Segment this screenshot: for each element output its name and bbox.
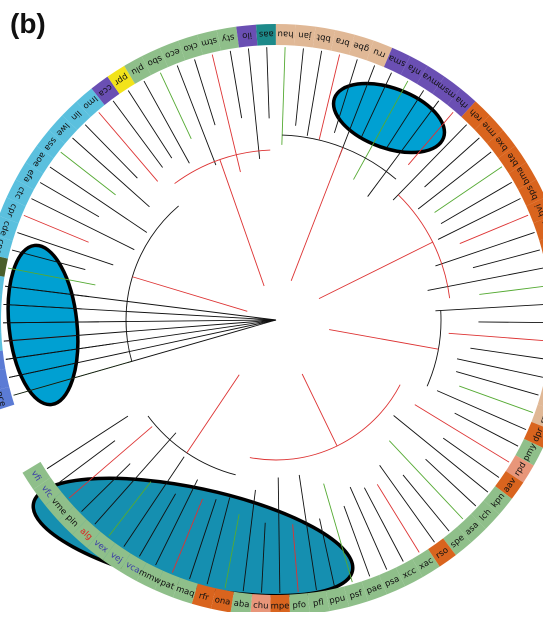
branch-tip bbox=[435, 167, 502, 213]
branch-tip bbox=[437, 391, 526, 430]
branch-tip bbox=[428, 268, 543, 291]
branch-tip bbox=[426, 459, 476, 506]
branch-tip bbox=[160, 73, 191, 139]
branch-tip bbox=[31, 199, 134, 250]
clade-stem bbox=[132, 277, 247, 312]
branch-tip bbox=[350, 487, 387, 569]
branch-tip bbox=[457, 359, 543, 377]
branch-tip bbox=[415, 405, 509, 462]
branch-tip bbox=[455, 413, 518, 446]
highlight-left bbox=[1, 242, 85, 408]
panel-label: (b) bbox=[10, 8, 46, 40]
leaf-label: aas bbox=[258, 28, 274, 39]
branch-tip bbox=[377, 484, 419, 552]
leaf-label: pfo bbox=[292, 600, 306, 611]
ring-segment bbox=[0, 313, 1, 333]
branch-tip bbox=[230, 51, 241, 118]
branch-tip bbox=[40, 182, 99, 216]
branch-tip bbox=[267, 47, 269, 118]
branch-tip bbox=[50, 167, 147, 233]
branch-tip bbox=[364, 488, 403, 562]
leaf-label: mpe bbox=[271, 601, 290, 611]
leaf-label: aba bbox=[233, 599, 250, 611]
branch-tip bbox=[441, 182, 512, 223]
branch-tip bbox=[473, 250, 540, 268]
clade-stem bbox=[302, 374, 337, 446]
clade-stem bbox=[220, 160, 264, 286]
clade-stem bbox=[319, 242, 433, 299]
ring-segment bbox=[0, 273, 4, 295]
branch-tip bbox=[478, 322, 543, 323]
branch-tip bbox=[403, 475, 449, 531]
branch-tip bbox=[282, 47, 285, 145]
branch-tip bbox=[85, 125, 137, 178]
branch-tip bbox=[248, 48, 259, 159]
branch-tip bbox=[307, 51, 321, 136]
ring-segment bbox=[0, 293, 2, 313]
branch-tip bbox=[479, 286, 543, 294]
clade-stem bbox=[291, 147, 343, 280]
leaf-label: hau bbox=[277, 28, 293, 39]
branch-tip bbox=[296, 48, 304, 125]
clade-stem bbox=[329, 330, 438, 350]
branch-tip bbox=[470, 348, 543, 359]
ring-segment bbox=[0, 332, 3, 353]
clade-arc bbox=[250, 385, 400, 460]
leaf-label: ilo bbox=[242, 29, 253, 40]
branch-tip bbox=[195, 59, 216, 125]
branch-tip bbox=[456, 372, 538, 396]
branch-tip bbox=[435, 304, 543, 311]
branch-tip bbox=[460, 215, 528, 243]
branch-tip bbox=[128, 90, 172, 158]
branch-tip bbox=[449, 333, 543, 341]
clade-stem bbox=[187, 375, 239, 453]
branch-tip bbox=[177, 65, 216, 165]
branch-tip bbox=[438, 198, 520, 239]
leaf-label: pfl bbox=[312, 598, 324, 609]
leaf-label: chu bbox=[253, 601, 269, 612]
branch-tip bbox=[389, 441, 463, 519]
branch-tip bbox=[435, 232, 534, 266]
branch-tip bbox=[73, 138, 150, 207]
branch-tip bbox=[443, 438, 499, 477]
leaf-label: jan bbox=[298, 29, 313, 40]
leaf-label: sty bbox=[221, 32, 235, 44]
branch-tip bbox=[61, 152, 116, 195]
